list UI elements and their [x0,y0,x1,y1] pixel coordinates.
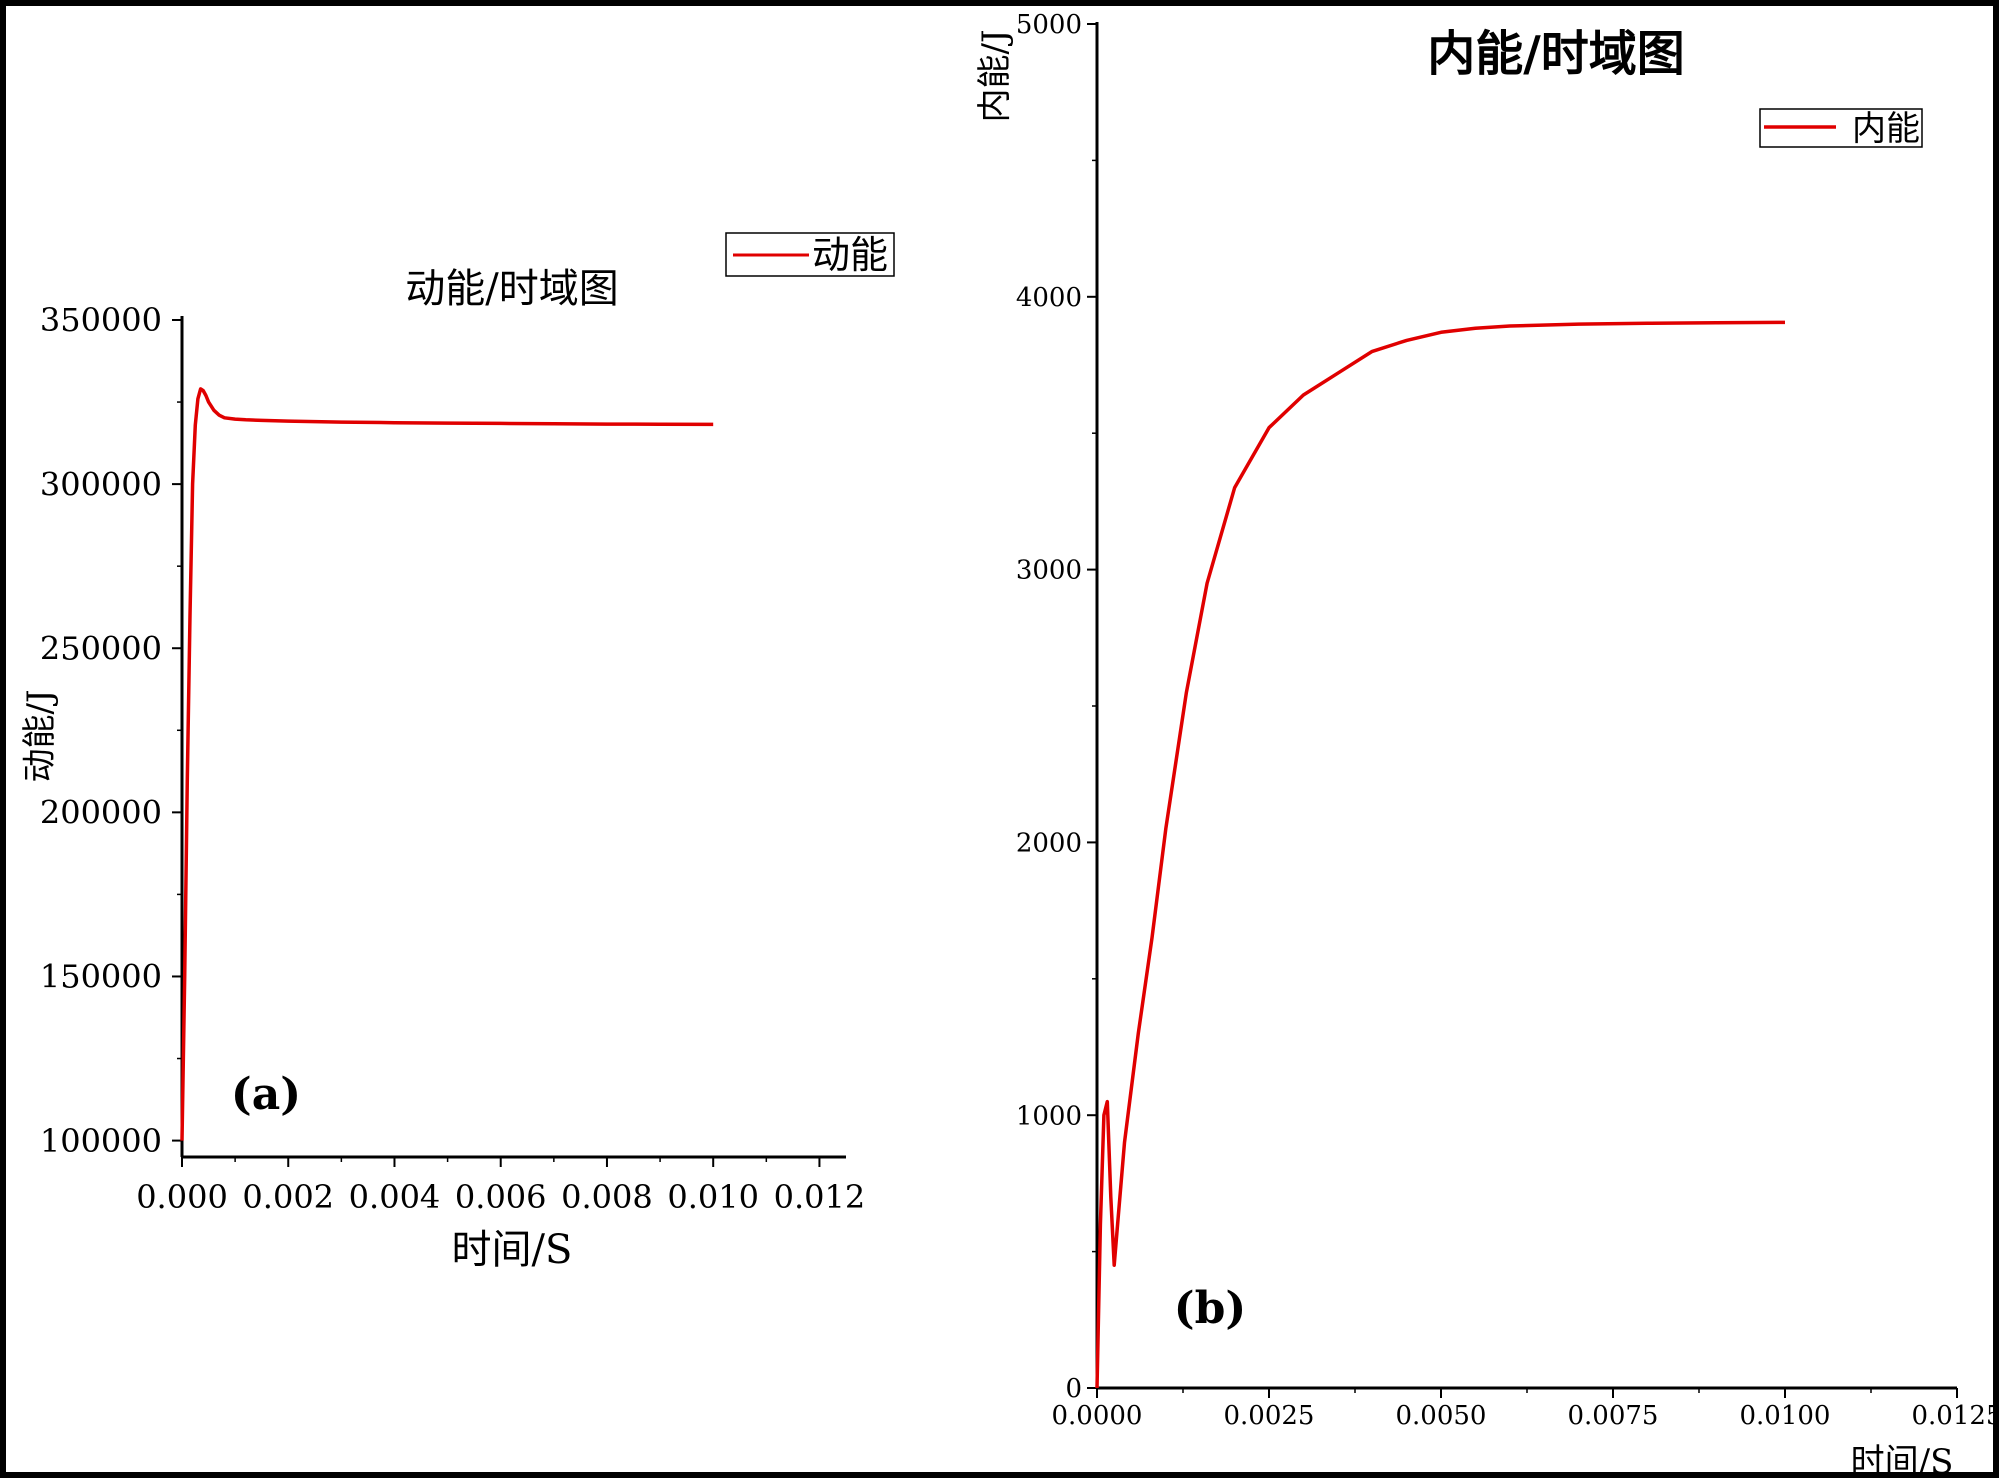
legend-label: 内能 [1852,109,1920,149]
chart-title: 动能/时域图 [405,266,618,312]
y-tick-label: 300000 [40,465,162,503]
y-tick-label: 100000 [40,1122,162,1160]
y-tick-label: 200000 [40,794,162,832]
x-tick-label: 0.0100 [1740,1401,1831,1431]
series-line-internal-energy [1095,320,1786,1389]
y-tick-label: 150000 [40,958,162,996]
panel-label: (a) [231,1069,301,1120]
x-axis-label: 时间/S [1851,1442,1954,1482]
y-ticks: 100000 150000 200000 250000 300000 350000 [40,301,182,1160]
series-line-kinetic-energy [180,387,714,1141]
x-ticks: 0.000 0.002 0.004 0.006 0.008 0.010 0.012 [136,1157,865,1216]
x-tick-label: 0.0075 [1568,1401,1659,1431]
x-tick-label: 0.002 [242,1178,334,1216]
x-tick-label: 0.0000 [1052,1401,1143,1431]
axes [180,316,846,1159]
panel-label: (b) [1174,1283,1246,1334]
x-tick-label: 0.0125 [1912,1401,1999,1431]
y-tick-label: 1000 [1016,1101,1082,1131]
x-axis-label: 时间/S [452,1227,573,1273]
x-tick-label: 0.012 [774,1178,866,1216]
x-tick-label: 0.010 [667,1178,759,1216]
y-tick-label: 0 [1065,1374,1082,1404]
legend: 内能 [1759,108,1923,149]
chart-canvas: 动能/时域图 动能 100000150000200000250000300000… [20,10,1999,1482]
y-axis-label: 动能/J [20,689,60,782]
y-tick-label: 2000 [1016,829,1082,859]
y-axis-label: 内能/J [975,29,1015,122]
y-tick-label: 350000 [40,301,162,339]
y-tick-label: 4000 [1016,283,1082,313]
y-tick-label: 250000 [40,629,162,667]
x-tick-label: 0.000 [136,1178,228,1216]
x-tick-label: 0.004 [349,1178,441,1216]
chart-title: 内能/时域图 [1427,26,1685,82]
x-tick-label: 0.006 [455,1178,547,1216]
legend: 动能 [725,232,895,277]
panel-a-kinetic-energy: 动能/时域图 动能 100000 150000 200000 250000 300000… [20,232,895,1273]
y-tick-label: 5000 [1016,10,1082,40]
x-tick-label: 0.0025 [1224,1401,1315,1431]
y-ticks: 0 1000 2000 3000 4000 5000 [1016,10,1097,1404]
x-tick-label: 0.008 [561,1178,653,1216]
axes [1095,22,1957,1390]
legend-label: 动能 [812,233,888,277]
x-tick-label: 0.0050 [1396,1401,1487,1431]
x-ticks: 0.0000 0.0025 0.0050 0.0075 0.0100 0.0125 [1052,1388,1999,1431]
y-tick-label: 3000 [1016,556,1082,586]
